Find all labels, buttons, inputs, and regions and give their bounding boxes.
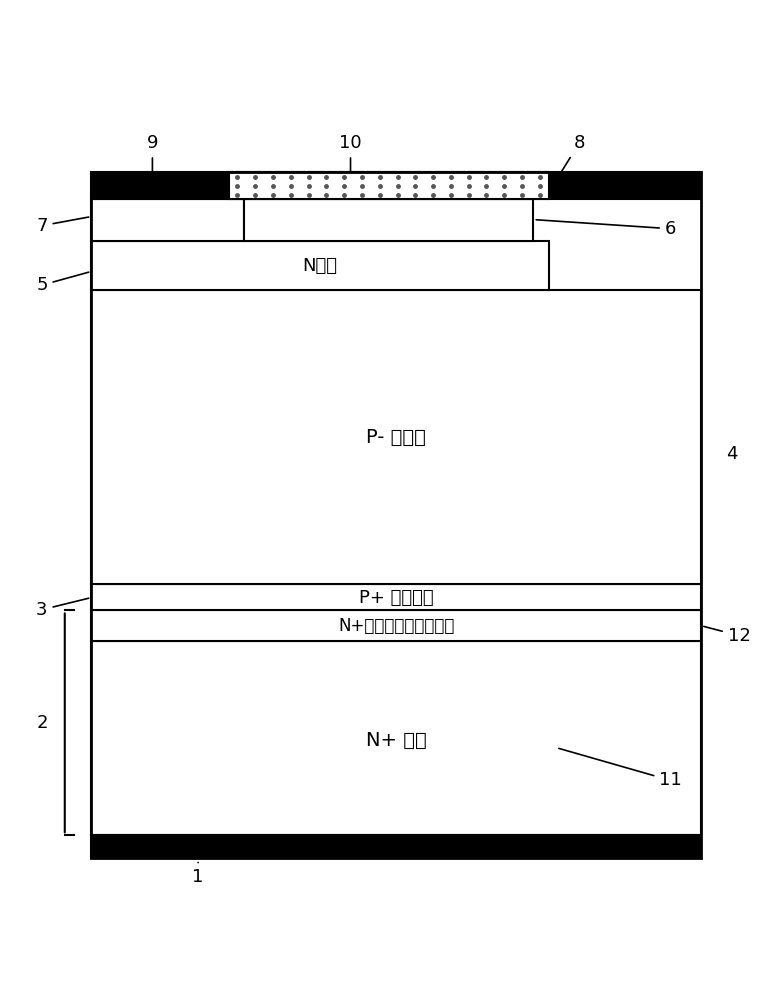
FancyBboxPatch shape (91, 835, 701, 858)
Text: 10: 10 (339, 134, 362, 177)
Text: P+ 场截止层: P+ 场截止层 (359, 589, 434, 607)
Text: 4: 4 (725, 445, 738, 463)
FancyBboxPatch shape (244, 199, 533, 241)
FancyBboxPatch shape (91, 172, 701, 199)
Text: 7: 7 (36, 217, 88, 235)
Text: P- 漂移区: P- 漂移区 (367, 428, 426, 447)
Text: 11: 11 (559, 748, 682, 789)
FancyBboxPatch shape (91, 641, 701, 835)
FancyBboxPatch shape (91, 241, 549, 290)
Text: N+: N+ (153, 211, 182, 229)
FancyBboxPatch shape (91, 584, 701, 610)
Text: 5: 5 (36, 272, 88, 294)
Text: 1: 1 (193, 862, 203, 886)
Text: P+源区: P+源区 (365, 211, 412, 229)
Text: 8: 8 (558, 134, 584, 178)
FancyBboxPatch shape (91, 290, 701, 584)
FancyBboxPatch shape (91, 199, 244, 241)
Text: 3: 3 (36, 598, 88, 619)
Text: N+ 衬底: N+ 衬底 (366, 731, 427, 750)
FancyBboxPatch shape (91, 610, 701, 641)
FancyBboxPatch shape (229, 172, 549, 199)
Text: 6: 6 (536, 220, 676, 238)
Text: 2: 2 (36, 714, 48, 732)
Text: N+衬底缺陷抑制缓冲层: N+衬底缺陷抑制缓冲层 (338, 617, 454, 635)
Text: N阱区: N阱区 (303, 257, 338, 275)
Text: 12: 12 (704, 626, 751, 645)
Text: 9: 9 (146, 134, 158, 177)
